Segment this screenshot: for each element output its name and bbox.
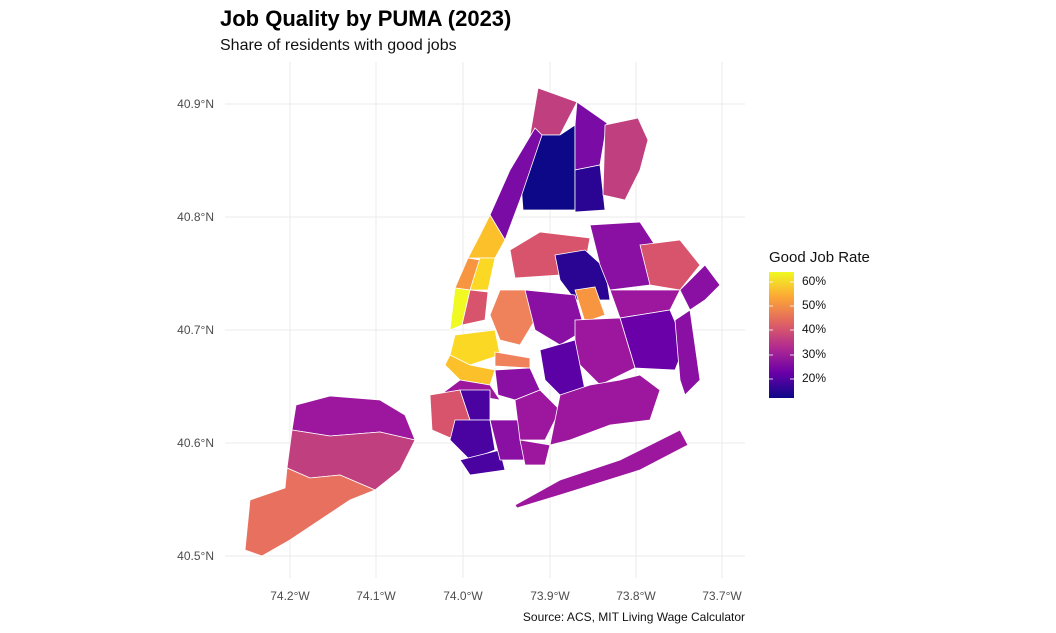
x-tick: 74.2°W (270, 589, 310, 603)
x-tick: 74.0°W (443, 589, 483, 603)
axis-ticks: 74.2°W 74.1°W 74.0°W 73.9°W 73.8°W 73.7°… (177, 97, 742, 603)
legend-label: 40% (802, 322, 827, 336)
legend-title: Good Job Rate (769, 249, 870, 266)
puma-region (549, 374, 661, 446)
puma-region (449, 329, 501, 366)
y-tick: 40.8°N (177, 210, 214, 224)
puma-region (679, 264, 721, 311)
puma-region (494, 351, 531, 369)
legend-label: 50% (802, 298, 827, 312)
puma-region (574, 286, 606, 323)
puma-region (459, 449, 506, 476)
puma-region (574, 164, 606, 213)
x-tick: 74.1°W (356, 589, 396, 603)
y-tick: 40.7°N (177, 323, 214, 337)
legend-label: 30% (802, 347, 827, 361)
legend-label: 20% (802, 371, 827, 385)
x-tick: 73.9°W (530, 589, 570, 603)
puma-region (524, 289, 586, 346)
chart-title: Job Quality by PUMA (2023) (220, 6, 512, 31)
puma-region (519, 439, 551, 466)
puma-region (602, 117, 649, 201)
caption: Source: ACS, MIT Living Wage Calculator (522, 610, 745, 624)
puma-region (674, 309, 701, 396)
x-tick: 73.8°W (616, 589, 656, 603)
legend-label: 60% (802, 274, 827, 288)
puma-regions (244, 87, 721, 557)
puma-region (554, 249, 611, 301)
y-tick: 40.9°N (177, 97, 214, 111)
puma-region (514, 429, 689, 509)
puma-region (514, 389, 561, 441)
x-tick: 73.7°W (702, 589, 742, 603)
puma-region (574, 101, 608, 171)
puma-region (639, 239, 701, 291)
puma-region (469, 257, 496, 291)
chart-subtitle: Share of residents with good jobs (220, 37, 457, 54)
y-tick: 40.6°N (177, 436, 214, 450)
legend-colorbar (769, 272, 794, 398)
puma-region (244, 467, 377, 557)
puma-region (461, 289, 489, 326)
y-tick: 40.5°N (177, 549, 214, 563)
